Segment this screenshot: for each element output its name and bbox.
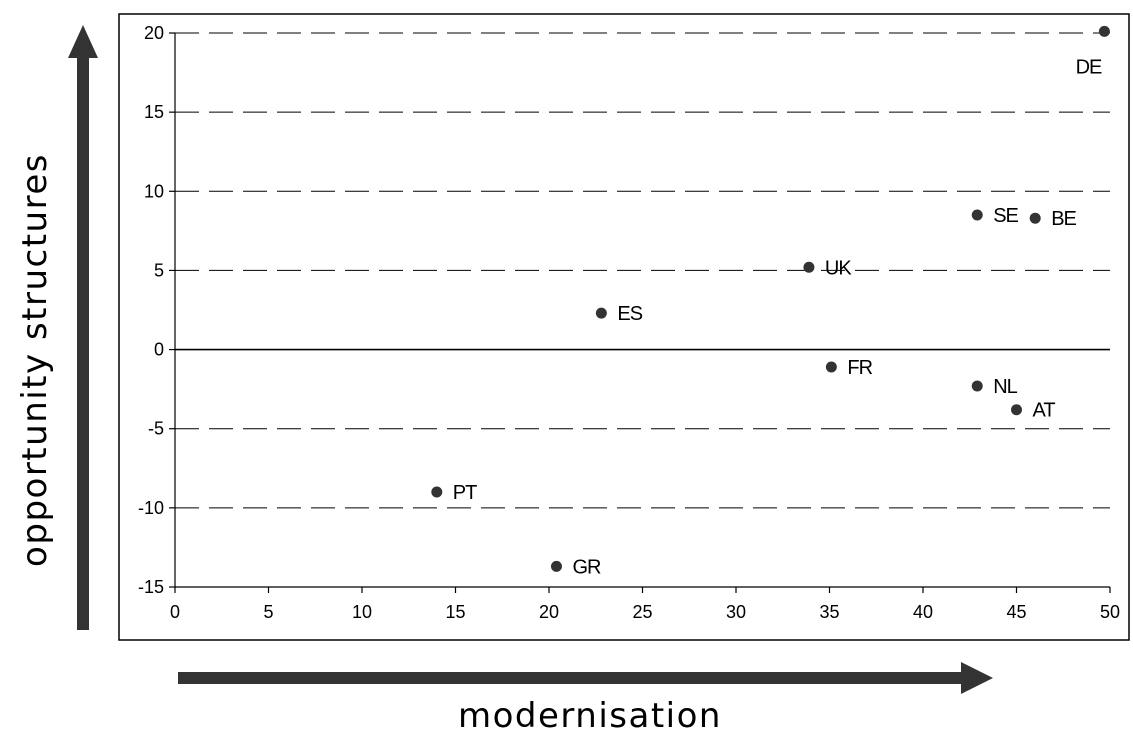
data-point-es [595,307,607,319]
y-tick-label: 5 [154,260,164,280]
x-tick-label: 50 [1100,602,1120,622]
y-tick-label: 0 [154,340,164,360]
x-tick-label: 30 [726,602,746,622]
x-tick-label: 40 [913,602,933,622]
x-tick-label: 25 [632,602,652,622]
y-tick-label: 20 [144,23,164,43]
data-label-es: ES [617,303,642,325]
data-label-uk: UK [825,257,852,279]
data-point-se [971,209,983,221]
data-point-uk [803,261,815,273]
y-arrow-icon [68,25,98,630]
data-point-at [1011,404,1022,416]
y-axis-title: opportunity structures [15,153,55,567]
data-label-at: AT [1033,400,1056,422]
x-tick-label: 15 [445,602,465,622]
data-label-fr: FR [847,357,872,379]
data-label-nl: NL [993,376,1017,398]
y-tick-label: -5 [148,419,164,439]
x-arrow-icon [178,662,993,694]
axes [169,32,1111,593]
data-label-pt: PT [453,482,477,504]
y-tick-labels: -15 -10 -5 0 5 10 15 20 [138,23,164,597]
y-tick-label: -15 [138,577,164,597]
x-tick-label: 0 [170,602,180,622]
data-label-se: SE [993,205,1018,227]
x-tick-labels: 0 5 10 15 20 25 30 35 40 45 50 [170,602,1120,622]
data-point-nl [971,380,983,392]
data-point-pt [431,486,443,498]
gridlines [175,32,1110,509]
x-tick-label: 45 [1006,602,1026,622]
data-label-be: BE [1051,208,1076,230]
data-point-gr [550,560,562,572]
chart-frame [118,13,1130,641]
y-tick-label: 15 [144,102,164,122]
x-axis-title: modernisation [458,696,722,731]
data-point-be [1029,212,1041,224]
x-tick-label: 35 [819,602,839,622]
x-tick-label: 20 [539,602,559,622]
x-tick-label: 5 [263,602,273,622]
y-tick-label: -10 [138,498,164,518]
y-tick-label: 10 [144,181,164,201]
x-tick-label: 10 [352,602,372,622]
data-label-de: DE [1076,56,1102,78]
data-point-fr [825,361,837,373]
data-label-gr: GR [572,556,601,578]
data-point-de [1098,25,1110,37]
data-points: DE SE BE UK ES FR NL AT PT GR [431,25,1110,578]
